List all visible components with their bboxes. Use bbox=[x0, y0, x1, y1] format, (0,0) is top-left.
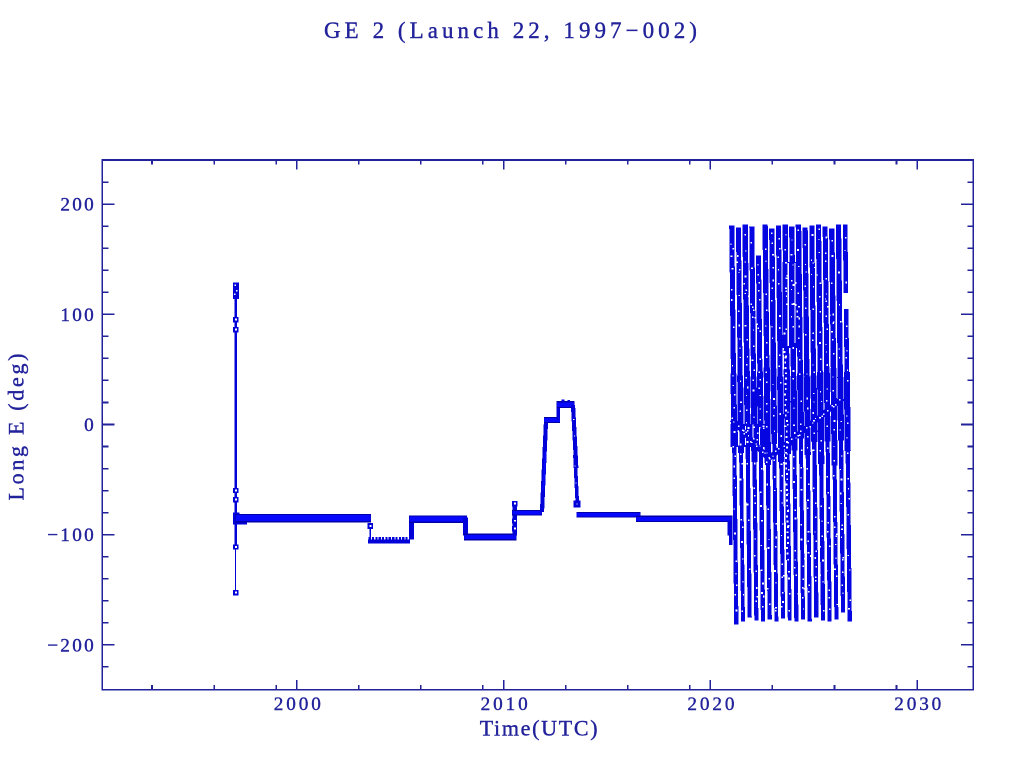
svg-text:0: 0 bbox=[84, 415, 96, 436]
svg-text:Long E (deg): Long E (deg) bbox=[4, 351, 29, 501]
svg-text:2010: 2010 bbox=[481, 694, 531, 715]
svg-text:2020: 2020 bbox=[687, 694, 737, 715]
svg-text:2030: 2030 bbox=[894, 694, 944, 715]
svg-text:2000: 2000 bbox=[274, 694, 324, 715]
svg-text:−200: −200 bbox=[47, 635, 96, 656]
svg-text:Time(UTC): Time(UTC) bbox=[480, 716, 600, 741]
svg-text:GE 2 (Launch 22, 1997−002): GE 2 (Launch 22, 1997−002) bbox=[324, 18, 701, 43]
svg-text:200: 200 bbox=[60, 195, 96, 216]
svg-text:100: 100 bbox=[60, 305, 96, 326]
svg-text:−100: −100 bbox=[47, 525, 96, 546]
